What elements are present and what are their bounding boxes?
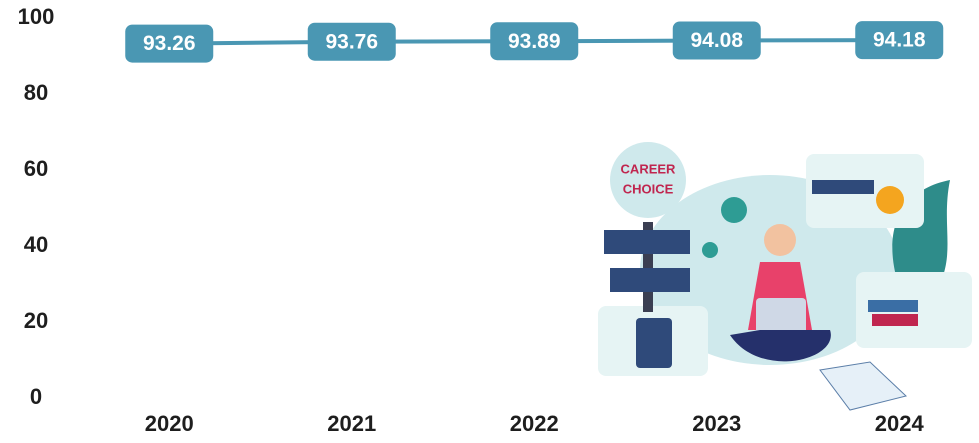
sign bbox=[604, 230, 690, 254]
illustration: CAREER CHOICE bbox=[598, 142, 972, 411]
y-tick-label: 20 bbox=[24, 308, 48, 333]
x-tick-label: 2020 bbox=[145, 411, 194, 436]
value-label: 94.08 bbox=[690, 29, 743, 52]
x-tick-label: 2023 bbox=[692, 411, 741, 436]
books bbox=[868, 300, 918, 312]
sign bbox=[610, 268, 690, 292]
x-tick-label: 2021 bbox=[327, 411, 376, 436]
value-label-box bbox=[490, 22, 579, 61]
value-label: 93.26 bbox=[143, 32, 196, 55]
annotation: CHOICE bbox=[623, 181, 674, 196]
y-tick-label: 60 bbox=[24, 156, 48, 181]
laptop bbox=[756, 298, 806, 334]
sign-circle bbox=[610, 142, 686, 218]
open-book bbox=[819, 361, 908, 411]
coin bbox=[876, 186, 904, 214]
value-label-box bbox=[125, 24, 214, 63]
y-tick-label: 80 bbox=[24, 80, 48, 105]
y-tick-label: 100 bbox=[18, 4, 55, 29]
question-bubble bbox=[721, 197, 747, 223]
books bbox=[872, 314, 918, 326]
books bbox=[812, 180, 874, 194]
value-label-box bbox=[855, 21, 944, 60]
value-label-box bbox=[307, 22, 396, 61]
x-tick-label: 2022 bbox=[510, 411, 559, 436]
legs bbox=[730, 330, 831, 362]
value-label: 93.76 bbox=[325, 30, 378, 53]
head bbox=[764, 224, 796, 256]
signpost bbox=[643, 222, 653, 312]
y-tick-label: 40 bbox=[24, 232, 48, 257]
calculator bbox=[636, 318, 672, 368]
annotation: CAREER bbox=[621, 161, 677, 176]
value-label-box bbox=[672, 21, 761, 60]
y-tick-label: 0 bbox=[30, 384, 42, 409]
question-bubble bbox=[702, 242, 718, 258]
value-label: 94.18 bbox=[873, 29, 926, 52]
x-tick-label: 2024 bbox=[875, 411, 925, 436]
value-label: 93.89 bbox=[508, 30, 561, 53]
